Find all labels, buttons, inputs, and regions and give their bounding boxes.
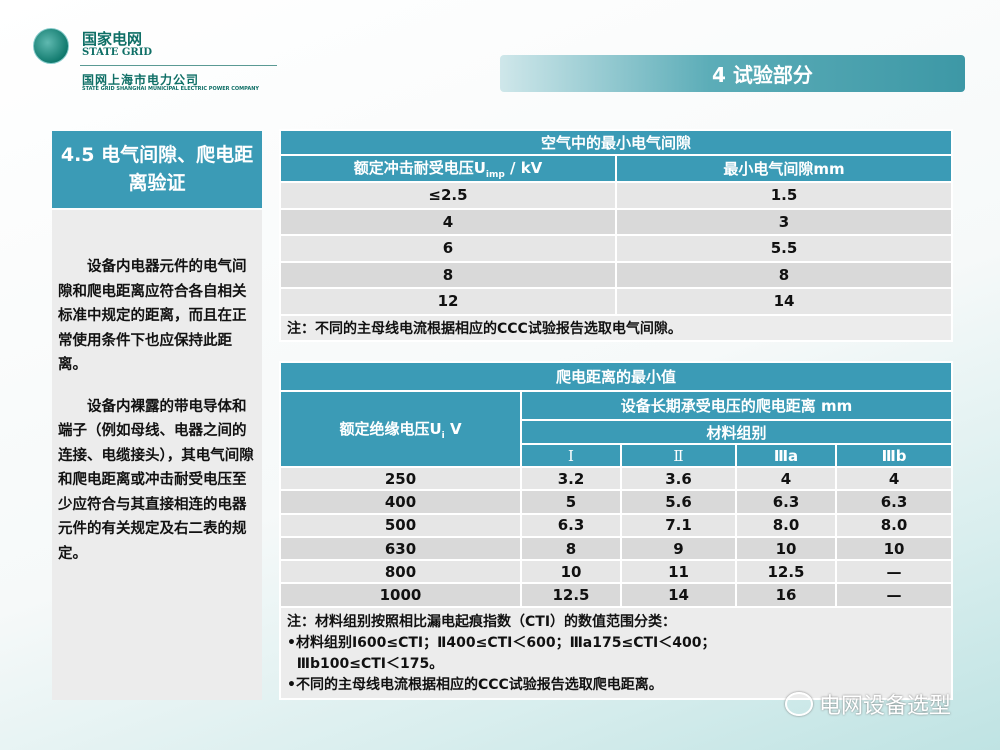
brand-name-cn: 国家电网: [82, 30, 143, 48]
table-cell: 1.5: [614, 181, 954, 210]
note-line: 注：材料组别按照相比漏电起痕指数（CTI）的数值范围分类：: [287, 613, 677, 630]
table-cell: 14: [614, 287, 954, 316]
table-cell: —: [834, 582, 954, 608]
watermark-text: 电网设备选型: [819, 694, 952, 719]
subsection-title: 4.5 电气间隙、爬电距离验证: [52, 131, 262, 208]
table-row: 250 3.2 3.6 4 4: [279, 465, 954, 492]
column-header: 额定绝缘电压Ui V: [279, 390, 522, 468]
table-cell: 11: [620, 559, 737, 585]
table-cell: 8: [520, 535, 622, 562]
column-header: 额定冲击耐受电压Uimp / kV: [279, 154, 617, 183]
table-row: 400 5 5.6 6.3 6.3: [279, 489, 954, 515]
table-cell: 10: [834, 535, 954, 562]
creepage-table: 爬电距离的最小值 额定绝缘电压Ui V 设备长期承受电压的爬电距离 mm 材料组别…: [278, 361, 954, 700]
note-line: •材料组别Ⅰ600≤CTI；Ⅱ400≤CTI＜600；Ⅲa175≤CTI＜400…: [287, 634, 716, 651]
table-cell: 6.3: [520, 512, 622, 538]
table-cell: 3.6: [620, 465, 737, 492]
section-title: 4 试验部分: [500, 55, 965, 92]
table-cell: 12.5: [735, 559, 837, 585]
table-cell: 5.6: [620, 489, 737, 515]
table-row: 1000 12.5 14 16—: [279, 582, 954, 608]
table-cell: 3: [614, 207, 954, 236]
table-title: 爬电距离的最小值: [278, 361, 954, 392]
table-cell: 7.1: [620, 512, 737, 538]
table-cell: 4: [834, 465, 954, 492]
table-row: 6 5.5: [279, 234, 954, 263]
table-cell: 1000: [279, 582, 522, 608]
table-cell: 12: [279, 287, 617, 316]
material-group: Ⅲa: [735, 443, 837, 468]
material-header: 材料组别: [519, 419, 954, 445]
material-group: Ⅱ: [620, 443, 737, 468]
table-cell: 500: [279, 512, 522, 538]
note-line: •不同的主母线电流根据相应的CCC试验报告选取爬电距离。: [287, 676, 663, 693]
state-grid-logo-icon: [33, 28, 69, 64]
company-name-en: STATE GRID SHANGHAI MUNICIPAL ELECTRIC P…: [82, 86, 260, 92]
table-cell: 8: [614, 260, 954, 289]
table-cell: 630: [279, 535, 522, 562]
table-cell: 250: [279, 465, 522, 492]
wechat-icon: [785, 692, 813, 716]
description-panel: 设备内电器元件的电气间隙和爬电距离应符合各自相关标准中规定的距离，而且在正常使用…: [52, 210, 262, 700]
table-row: 800 10 11 12.5—: [279, 559, 954, 585]
company-name-cn: 国网上海市电力公司: [82, 73, 200, 87]
group-header: 设备长期承受电压的爬电距离 mm: [519, 390, 954, 421]
table-notes: 注：材料组别按照相比漏电起痕指数（CTI）的数值范围分类： •材料组别Ⅰ600≤C…: [278, 605, 954, 700]
note-line: Ⅲb100≤CTI＜175。: [287, 655, 444, 672]
table-cell: —: [834, 559, 954, 585]
table-row: 500 6.3 7.1 8.0 8.0: [279, 512, 954, 538]
watermark: 电网设备选型: [785, 688, 951, 720]
table-cell: 10: [735, 535, 837, 562]
table-row: 12 14: [279, 287, 954, 316]
description-paragraph: 设备内电器元件的电气间隙和爬电距离应符合各自相关标准中规定的距离，而且在正常使用…: [58, 259, 247, 373]
table-row: 630 8 9 10 10: [279, 535, 954, 562]
table-cell: 6: [279, 234, 617, 263]
table-cell: 3.2: [520, 465, 622, 492]
clearance-table: 空气中的最小电气间隙 额定冲击耐受电压Uimp / kV 最小电气间隙mm ≤2.…: [278, 129, 954, 342]
table-cell: 8.0: [834, 512, 954, 538]
table-cell: 4: [735, 465, 837, 492]
header-divider: [80, 65, 277, 66]
table-cell: 6.3: [735, 489, 837, 515]
material-group: Ⅰ: [520, 443, 622, 468]
table-cell: 8: [279, 260, 617, 289]
table-cell: 10: [520, 559, 622, 585]
table-cell: 16: [735, 582, 837, 608]
brand-name-en: STATE GRID: [82, 47, 153, 58]
table-cell: 4: [279, 207, 617, 236]
table-cell: 6.3: [834, 489, 954, 515]
table-cell: 14: [620, 582, 737, 608]
table-title: 空气中的最小电气间隙: [278, 129, 954, 156]
table-cell: 9: [620, 535, 737, 562]
table-cell: 800: [279, 559, 522, 585]
table-cell: 5.5: [614, 234, 954, 263]
table-row: ≤2.5 1.5: [279, 181, 954, 210]
table-cell: 12.5: [520, 582, 622, 608]
material-group: Ⅲb: [834, 443, 954, 468]
description-paragraph: 设备内裸露的带电导体和端子（例如母线、电器之间的连接、电缆接头），其电气间隙和爬…: [58, 398, 254, 562]
table-note: 注：不同的主母线电流根据相应的CCC试验报告选取电气间隙。: [278, 313, 954, 342]
table-cell: 8.0: [735, 512, 837, 538]
column-header: 最小电气间隙mm: [614, 154, 954, 183]
table-cell: ≤2.5: [279, 181, 617, 210]
table-cell: 400: [279, 489, 522, 515]
table-cell: 5: [520, 489, 622, 515]
